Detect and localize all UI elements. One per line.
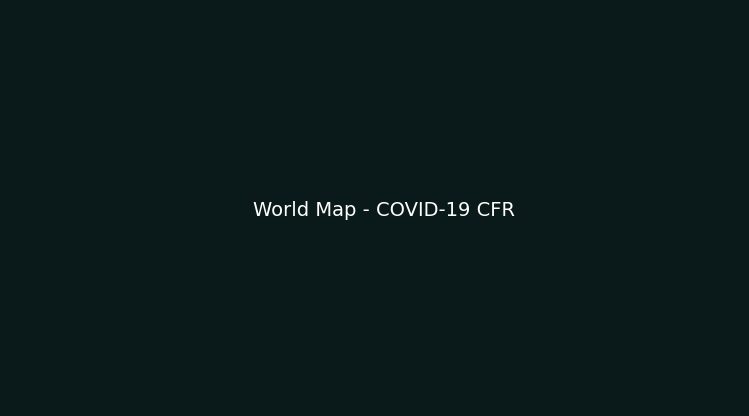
Text: World Map - COVID-19 CFR: World Map - COVID-19 CFR	[253, 201, 515, 220]
